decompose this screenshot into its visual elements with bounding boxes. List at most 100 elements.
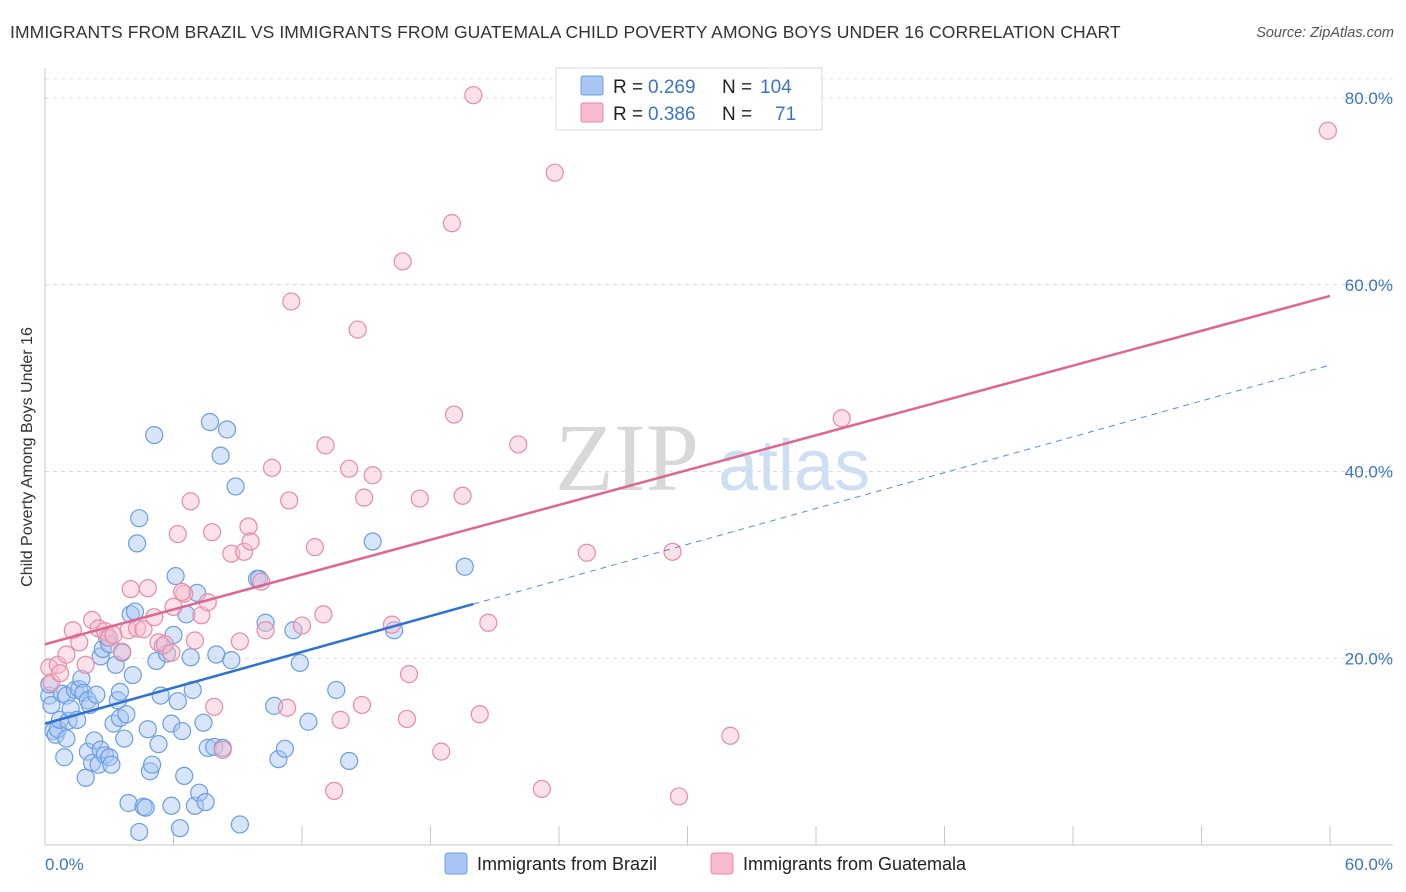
data-point (205, 697, 224, 716)
data-point (545, 163, 564, 182)
axes (44, 68, 1393, 846)
data-point (168, 524, 187, 544)
data-point (123, 665, 142, 685)
data-point (532, 779, 551, 799)
data-point (269, 749, 288, 769)
data-point (262, 458, 282, 477)
data-point (112, 642, 132, 661)
data-point (832, 409, 851, 428)
data-point (290, 653, 309, 673)
series-legend-label-guatemala: Immigrants from Guatemala (743, 854, 967, 874)
data-point (213, 740, 232, 759)
series-legend-label-brazil: Immigrants from Brazil (477, 854, 657, 874)
data-point (299, 712, 318, 731)
data-point (87, 685, 106, 704)
data-point (181, 492, 200, 511)
data-point (226, 477, 245, 496)
data-point (305, 538, 324, 557)
data-point (277, 698, 297, 717)
chart-title: IMMIGRANTS FROM BRAZIL VS IMMIGRANTS FRO… (10, 22, 1121, 42)
data-point (235, 542, 254, 561)
data-point (577, 543, 596, 562)
data-point (442, 214, 462, 233)
data-point (327, 680, 346, 700)
stats-legend: R = 0.269 N = 104 R = 0.386 N = 71 (555, 67, 823, 131)
data-point (72, 669, 91, 688)
data-point (55, 748, 74, 767)
data-points (40, 86, 1337, 842)
x-tick-labels: 0.0% 60.0% (45, 855, 1393, 874)
data-point (348, 320, 367, 339)
data-point (145, 425, 164, 445)
series-1-points (40, 86, 1337, 806)
data-point (136, 798, 155, 817)
data-point (275, 739, 294, 758)
legend-swatch-guatemala (580, 102, 604, 123)
data-point (721, 726, 740, 745)
trend-line-dashed-0 (473, 364, 1331, 605)
data-point (85, 731, 104, 750)
data-point (282, 292, 301, 311)
data-point (127, 534, 147, 553)
data-point (134, 620, 153, 639)
data-point (453, 486, 472, 505)
data-point (331, 710, 350, 729)
data-point (256, 613, 275, 632)
y-tick-label: 80.0% (1345, 89, 1393, 108)
data-point (479, 613, 498, 632)
data-point (138, 579, 157, 598)
legend-n-value-brazil: 104 (760, 77, 792, 98)
watermark-atlas: atlas (718, 426, 870, 506)
data-point (190, 783, 209, 802)
trend-lines (44, 294, 1331, 725)
data-point (166, 566, 185, 586)
trend-line-0 (44, 602, 474, 725)
data-point (1318, 121, 1337, 140)
watermark: ZIP atlas (555, 404, 870, 511)
data-point (464, 86, 483, 105)
series-0-points (40, 412, 474, 842)
data-point (117, 705, 136, 724)
data-point (181, 648, 200, 667)
data-point (211, 446, 230, 465)
data-point (410, 489, 429, 508)
data-point (130, 822, 149, 842)
data-point (202, 523, 222, 542)
data-point (100, 748, 119, 767)
data-point (230, 632, 249, 651)
series-legend-swatch-brazil (444, 852, 468, 875)
data-point (50, 664, 70, 683)
data-point (168, 692, 187, 711)
series-legend: Immigrants from Brazil Immigrants from G… (444, 852, 967, 875)
legend-r-value-brazil: 0.269 (648, 77, 696, 98)
x-tick-label: 60.0% (1345, 855, 1393, 874)
legend-swatch-brazil (580, 75, 604, 96)
legend-n-label-guatemala: N = (722, 104, 752, 125)
trend-line-1 (44, 294, 1331, 646)
data-point (230, 815, 249, 834)
data-point (175, 766, 194, 786)
data-point (138, 720, 157, 739)
data-point (363, 466, 382, 485)
data-point (314, 605, 333, 624)
y-tick-label: 60.0% (1345, 276, 1393, 295)
data-point (663, 542, 682, 561)
data-point (149, 735, 168, 754)
data-point (444, 405, 464, 424)
data-point (194, 713, 213, 732)
grid-lines (45, 78, 1393, 659)
y-tick-labels: 20.0% 40.0% 60.0% 80.0% (1345, 89, 1393, 668)
data-point (363, 532, 382, 551)
legend-r-label-guatemala: R = (613, 104, 643, 125)
data-point (102, 755, 121, 774)
data-point (196, 792, 215, 812)
data-point (89, 755, 108, 774)
legend-n-label-brazil: N = (722, 77, 752, 98)
series-legend-swatch-guatemala (710, 852, 734, 875)
data-point (42, 695, 61, 715)
data-point (172, 582, 192, 602)
legend-n-value-guatemala: 71 (775, 104, 796, 125)
data-point (325, 781, 344, 800)
data-point (110, 682, 130, 701)
